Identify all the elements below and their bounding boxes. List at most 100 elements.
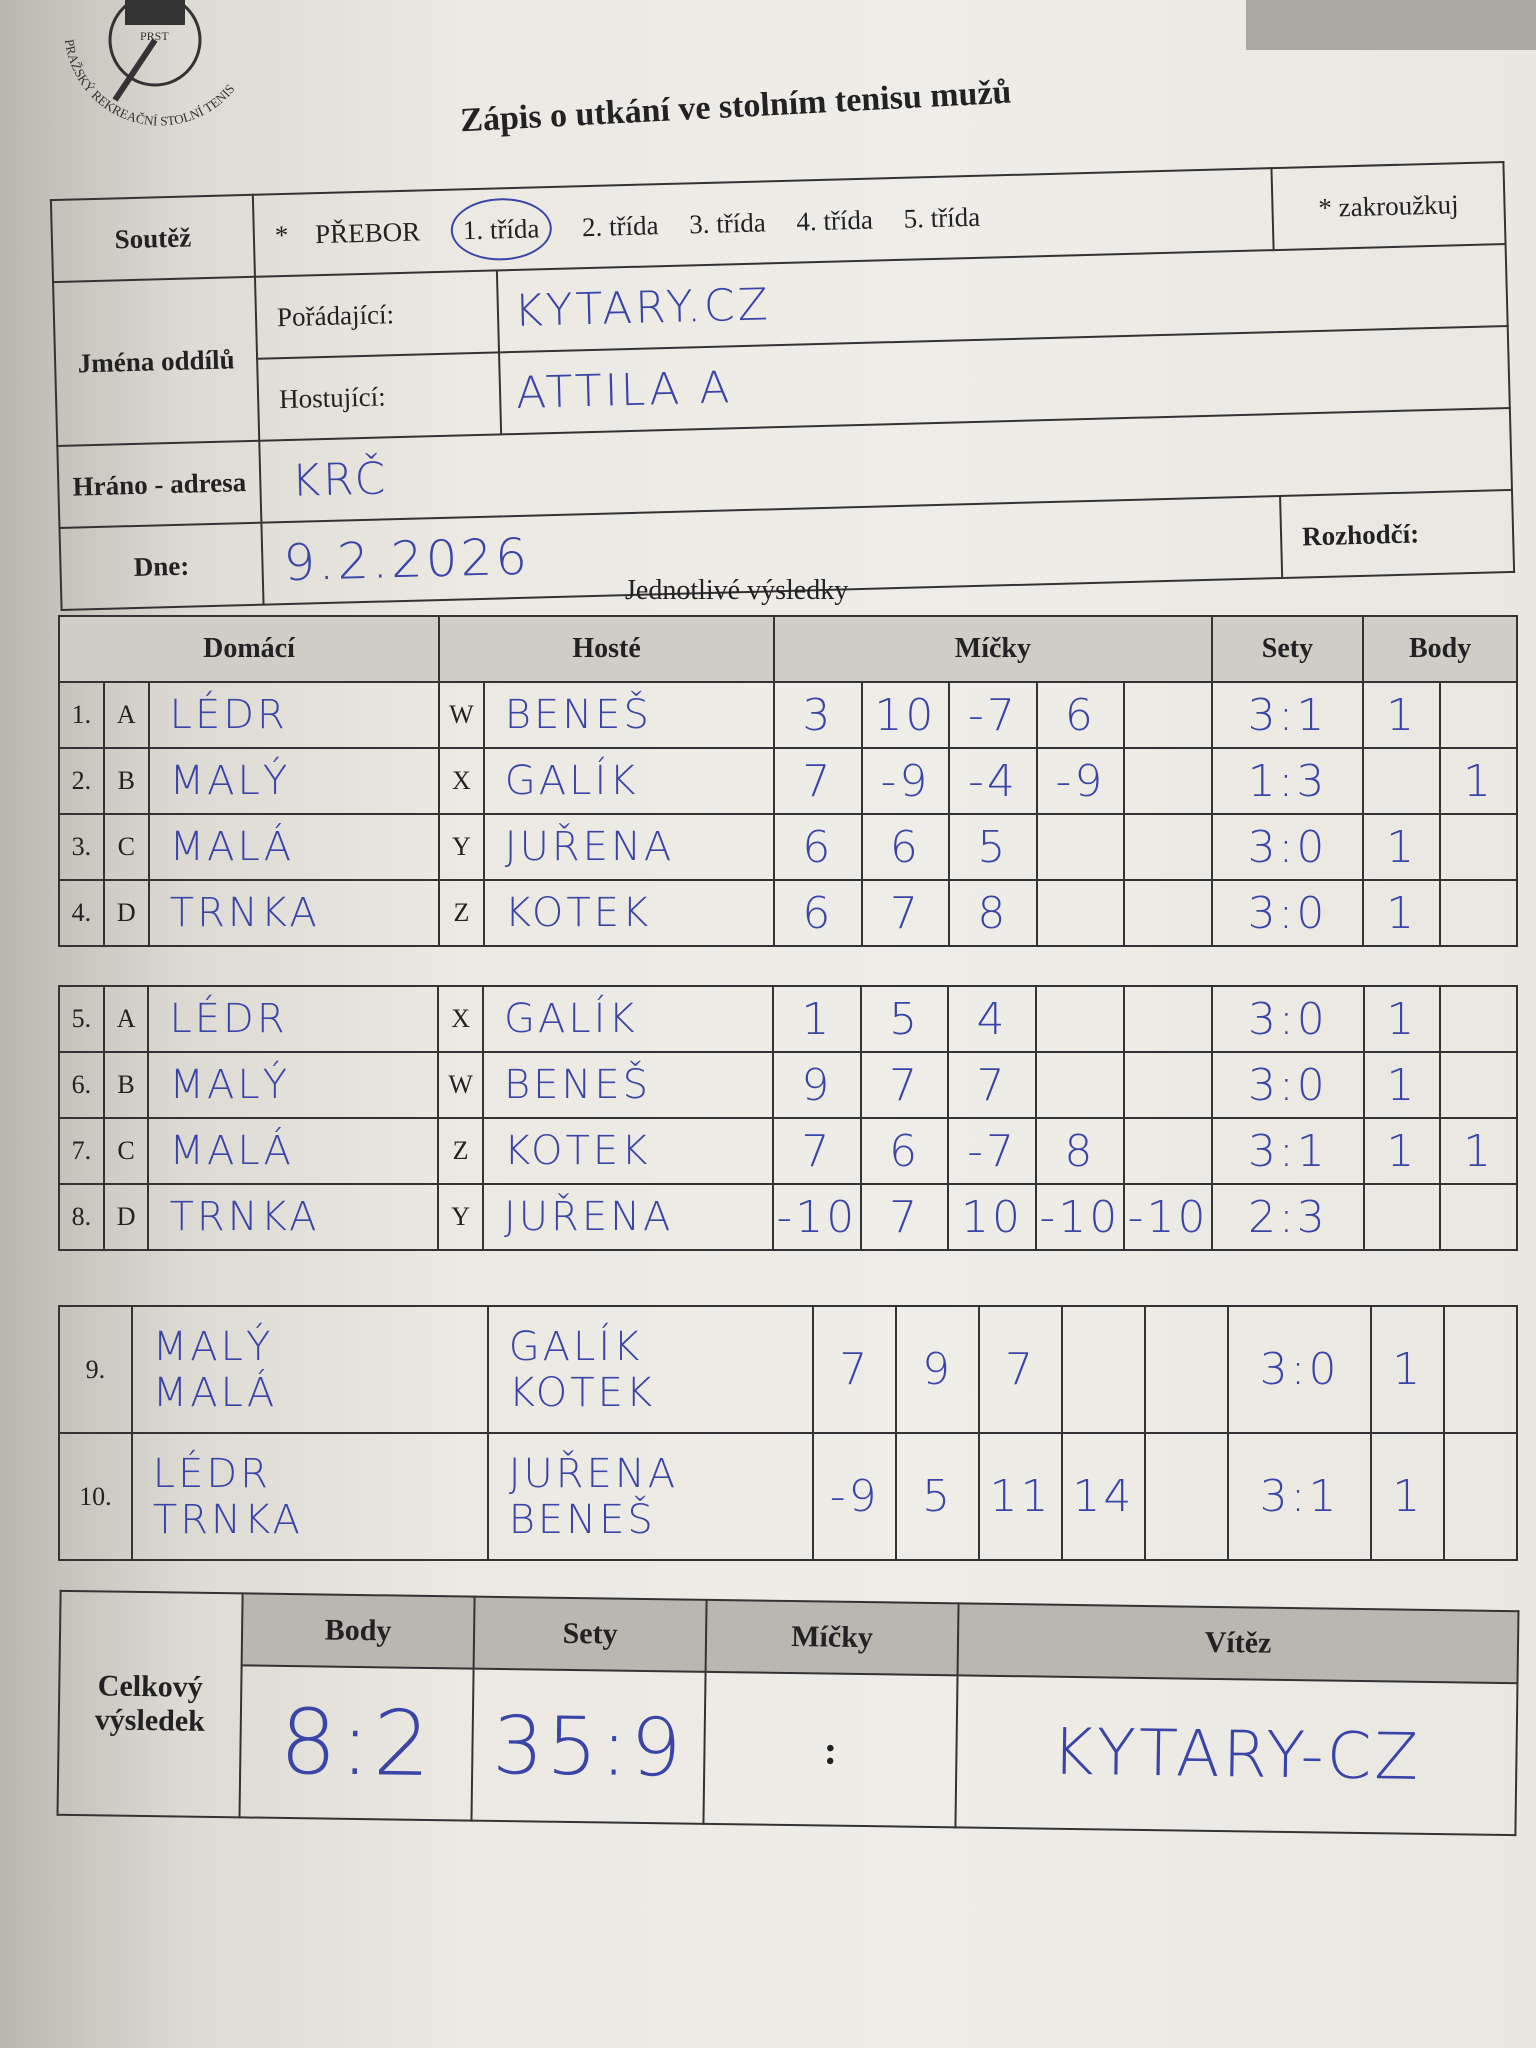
total-points-value[interactable]: 8:2 (239, 1665, 474, 1821)
guest-player[interactable]: BENEŠ (481, 1051, 774, 1119)
home-point[interactable]: 1 (1370, 1432, 1446, 1561)
set-score[interactable]: 6 (1035, 681, 1126, 749)
sets-result[interactable]: 3:1 (1211, 1117, 1365, 1185)
total-sets-value[interactable]: 35:9 (471, 1668, 706, 1824)
home-player[interactable]: LÉDR (147, 681, 440, 749)
set-score[interactable]: 7 (860, 879, 951, 947)
home-point[interactable]: 1 (1362, 1117, 1442, 1185)
home-player[interactable]: TRNKA (147, 1183, 440, 1251)
home-player[interactable]: TRNKA (147, 879, 440, 947)
class-option-selected[interactable]: 1. třída (450, 196, 553, 262)
home-point[interactable]: 1 (1362, 1051, 1442, 1119)
class-option[interactable]: 4. třída (796, 204, 874, 237)
set-score[interactable] (1123, 813, 1213, 881)
sets-result[interactable]: 3:0 (1226, 1305, 1373, 1434)
set-score[interactable]: 10 (947, 1183, 1037, 1251)
set-score[interactable]: 5 (895, 1432, 981, 1561)
set-score[interactable] (1123, 747, 1213, 815)
set-score[interactable]: -9 (812, 1432, 898, 1561)
set-score[interactable] (1122, 985, 1214, 1053)
guest-point[interactable] (1439, 681, 1518, 749)
set-score[interactable]: 1 (771, 985, 862, 1053)
class-option[interactable]: 3. třída (688, 206, 767, 239)
set-score[interactable]: 8 (948, 879, 1038, 947)
total-balls-value[interactable]: : (703, 1671, 958, 1828)
set-score[interactable]: 9 (895, 1305, 981, 1434)
set-score[interactable]: 6 (773, 813, 863, 881)
sets-result[interactable]: 3:0 (1211, 985, 1365, 1053)
set-score[interactable]: 4 (947, 985, 1037, 1053)
set-score[interactable]: 8 (1034, 1117, 1125, 1185)
home-point[interactable]: 1 (1370, 1305, 1446, 1434)
guest-player[interactable]: JUŘENA (482, 813, 776, 881)
set-score[interactable]: 7 (771, 1117, 862, 1185)
sets-result[interactable]: 1:3 (1210, 747, 1365, 815)
sets-result[interactable]: 3:1 (1210, 681, 1365, 749)
set-score[interactable]: 7 (773, 747, 863, 815)
guest-player[interactable]: KOTEK (481, 1117, 774, 1185)
home-player[interactable]: LÉDR (147, 985, 440, 1053)
set-score[interactable] (1060, 1305, 1146, 1434)
class-option[interactable]: 5. třída (903, 201, 981, 234)
set-score[interactable] (1143, 1305, 1229, 1434)
home-point[interactable]: 1 (1362, 985, 1442, 1053)
set-score[interactable]: 7 (859, 1183, 950, 1251)
set-score[interactable] (1123, 879, 1213, 947)
guest-player[interactable]: KOTEK (482, 879, 776, 947)
sets-result[interactable]: 3:0 (1210, 879, 1365, 947)
guest-pair[interactable]: GALÍK KOTEK (486, 1305, 815, 1434)
home-player[interactable]: MALÝ (147, 1051, 440, 1119)
guest-point[interactable] (1439, 1183, 1518, 1251)
home-pair[interactable]: LÉDR TRNKA (130, 1432, 489, 1561)
guest-player[interactable]: GALÍK (481, 985, 774, 1053)
set-score[interactable] (1122, 1117, 1214, 1185)
set-score[interactable] (1143, 1432, 1229, 1561)
set-score[interactable]: 7 (947, 1051, 1037, 1119)
guest-point[interactable] (1443, 1432, 1518, 1561)
set-score[interactable]: 6 (773, 879, 863, 947)
home-point[interactable]: 1 (1362, 879, 1442, 947)
set-score[interactable]: 6 (859, 1117, 950, 1185)
sets-result[interactable]: 3:1 (1226, 1432, 1373, 1561)
class-option[interactable]: 2. třída (581, 209, 659, 242)
sets-result[interactable]: 3:0 (1210, 813, 1365, 881)
home-point[interactable] (1362, 747, 1442, 815)
set-score[interactable]: -10 (771, 1183, 862, 1251)
set-score[interactable]: 5 (948, 813, 1038, 881)
guest-player[interactable]: GALÍK (482, 747, 776, 815)
guest-point[interactable] (1443, 1305, 1518, 1434)
home-player[interactable]: MALÁ (147, 813, 440, 881)
guest-point[interactable] (1439, 813, 1518, 881)
guest-pair[interactable]: JUŘENA BENEŠ (486, 1432, 815, 1561)
sets-result[interactable]: 2:3 (1211, 1183, 1365, 1251)
set-score[interactable] (1122, 1051, 1214, 1119)
home-player[interactable]: MALÁ (147, 1117, 440, 1185)
set-score[interactable] (1123, 681, 1213, 749)
set-score[interactable]: 14 (1060, 1432, 1146, 1561)
set-score[interactable]: -9 (860, 747, 951, 815)
set-score[interactable]: 7 (812, 1305, 898, 1434)
guest-point[interactable]: 1 (1439, 747, 1518, 815)
guest-point[interactable] (1439, 1051, 1518, 1119)
set-score[interactable]: 5 (859, 985, 950, 1053)
home-point[interactable] (1362, 1183, 1442, 1251)
guest-player[interactable]: BENEŠ (482, 681, 776, 749)
set-score[interactable]: -10 (1034, 1183, 1125, 1251)
set-score[interactable]: 11 (978, 1432, 1063, 1561)
home-pair[interactable]: MALÝ MALÁ (130, 1305, 489, 1434)
set-score[interactable] (1035, 813, 1126, 881)
set-score[interactable]: 7 (859, 1051, 950, 1119)
sets-result[interactable]: 3:0 (1211, 1051, 1365, 1119)
home-player[interactable]: MALÝ (147, 747, 440, 815)
guest-point[interactable] (1439, 985, 1518, 1053)
set-score[interactable]: -9 (1035, 747, 1126, 815)
set-score[interactable]: 9 (771, 1051, 862, 1119)
set-score[interactable]: -7 (948, 681, 1038, 749)
guest-player[interactable]: JUŘENA (481, 1183, 774, 1251)
class-option[interactable]: PŘEBOR (314, 215, 421, 249)
set-score[interactable]: -7 (947, 1117, 1037, 1185)
winner-value[interactable]: KYTARY-CZ (955, 1675, 1518, 1836)
set-score[interactable]: 3 (773, 681, 863, 749)
guest-point[interactable] (1439, 879, 1518, 947)
set-score[interactable]: 7 (978, 1305, 1063, 1434)
